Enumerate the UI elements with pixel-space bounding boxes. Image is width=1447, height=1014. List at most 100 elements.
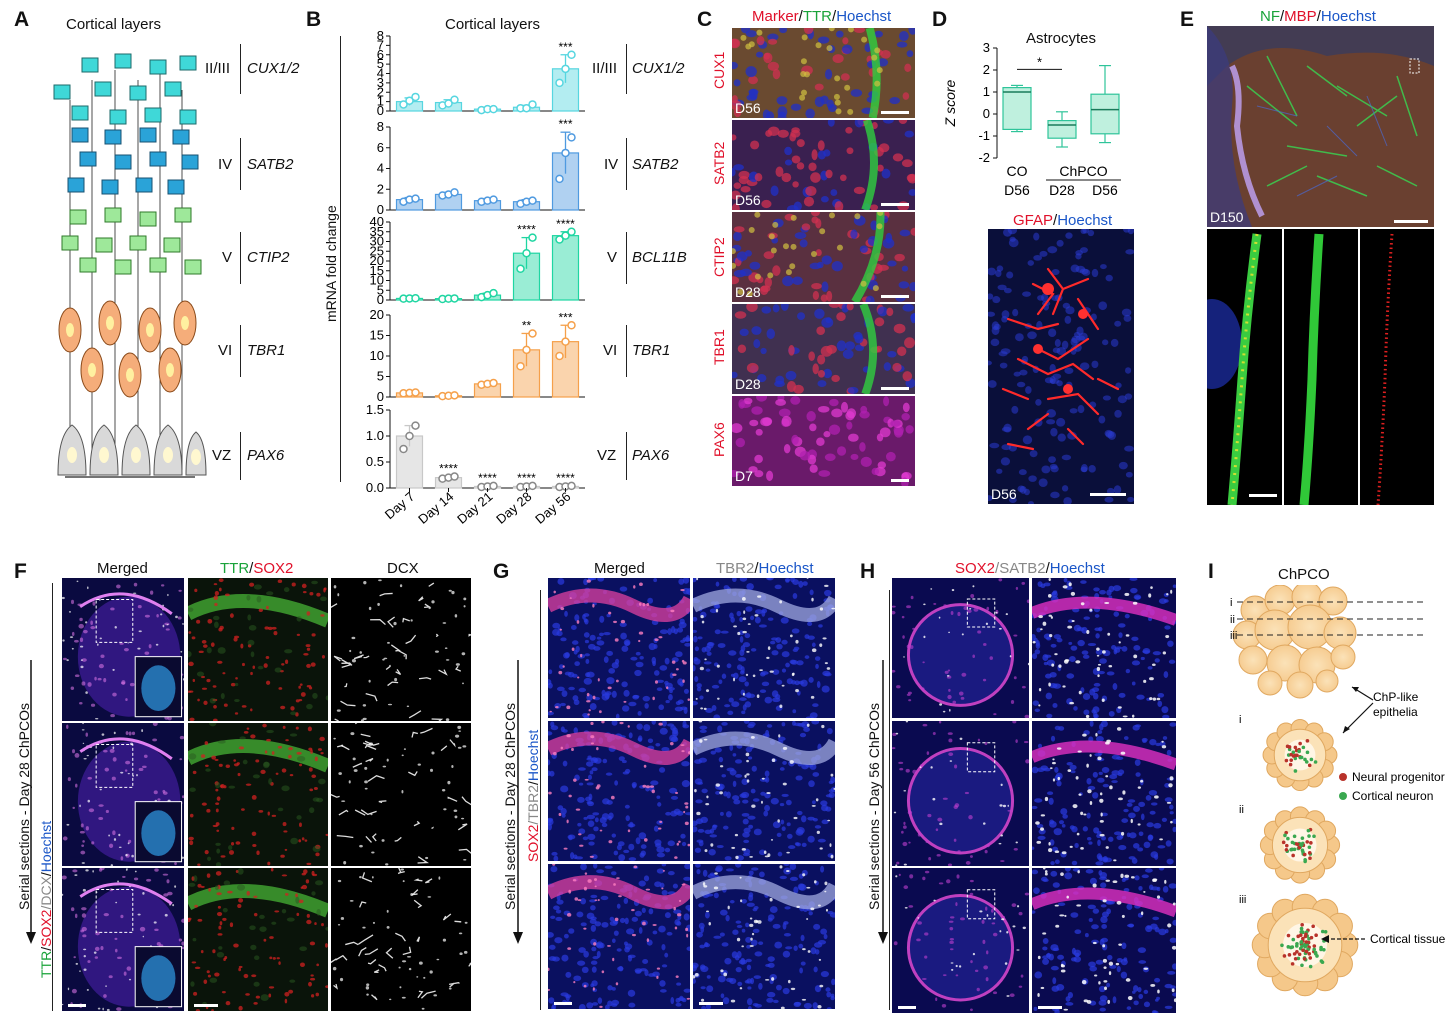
micrograph-ctip2: D28: [732, 212, 915, 302]
data-point: [399, 444, 408, 454]
h-micrograph-r2-c2: [1032, 721, 1176, 866]
data-point: [411, 421, 420, 430]
y-tick-label: 3: [377, 75, 384, 90]
layer-label: IV: [218, 156, 233, 173]
panel-letter-g: G: [493, 560, 510, 583]
y-tick-label: 15: [370, 328, 384, 343]
data-point: [399, 100, 408, 109]
y-tick-label: 5: [377, 369, 384, 384]
panel-b-ylabel: mRNA fold change: [323, 205, 339, 322]
down-arrow-icon: [878, 660, 888, 944]
slash: /: [832, 8, 837, 25]
significance-label: ***: [558, 40, 572, 54]
g-micrograph-r2-c1: [548, 721, 690, 861]
chpco-schematic: i ii iii ChP-like epithelia i ii iii Neu…: [1230, 585, 1446, 997]
side-stain-label: SOX2/TBR2/Hoechst: [525, 730, 541, 862]
data-point: [405, 431, 414, 441]
data-point: [555, 174, 564, 184]
gene-name: PAX6: [632, 447, 670, 464]
axon-nf: [1284, 229, 1358, 505]
subplot-pax6: 0.0 0.5 1.0 1.5 **** **** **** ****: [366, 402, 585, 495]
level-label: ii: [1239, 804, 1244, 816]
g-micrograph-r3-c2: [693, 864, 835, 1009]
significance-label: *: [1037, 54, 1042, 69]
f-micrograph-r3-c1: [62, 868, 184, 1011]
scale-bar: [68, 1004, 86, 1007]
layer-divider: [240, 44, 241, 94]
schematic-title: ChPCO: [1278, 566, 1330, 583]
data-point: [567, 50, 576, 59]
subplot-satb2: 0 2 4 6 8 ***: [377, 117, 585, 217]
y-tick-label: 0: [983, 106, 990, 121]
section-divider-bar: [889, 590, 890, 1010]
scale-bar: [554, 1002, 572, 1005]
data-point: [411, 293, 420, 303]
panel-c-title: Marker/TTR/Hoechst: [752, 8, 891, 25]
stain-marker: Marker: [752, 8, 799, 25]
gene-divider: [626, 432, 627, 480]
data-point: [444, 99, 453, 108]
col-header-tbr2: TBR2/Hoechst: [716, 560, 814, 577]
data-point: [522, 248, 531, 258]
data-point: [567, 227, 576, 236]
day-tag: D56: [735, 100, 761, 116]
f-micrograph-r1-c3: [331, 578, 471, 721]
y-tick-label: 40: [370, 214, 384, 229]
y-tick-label: 35: [370, 224, 384, 239]
data-point: [489, 288, 498, 298]
layer-gene: TBR1: [247, 342, 286, 359]
level-label: iii: [1230, 630, 1237, 642]
data-point: [528, 196, 537, 205]
scale-bar: [898, 1006, 916, 1009]
data-point: [411, 92, 420, 102]
level-label: i: [1239, 714, 1241, 726]
axon-mbp: [1360, 229, 1434, 505]
panel-b-title: Cortical layers: [445, 16, 541, 33]
x-tick-label: Day 28: [493, 489, 534, 527]
panel-letter-i: I: [1208, 560, 1214, 583]
down-arrow-icon: [26, 660, 36, 944]
axon-merged: [1207, 229, 1282, 505]
data-point: [489, 104, 498, 114]
y-tick-label: 1: [983, 84, 990, 99]
f-micrograph-r2-c2: [188, 723, 328, 866]
slash: /: [798, 8, 803, 25]
micrograph-pax6: D7: [732, 396, 915, 486]
day-tag: D150: [1210, 209, 1244, 225]
panel-b-ylabel-bar: [340, 36, 341, 482]
layer-gene: CUX1/2: [247, 60, 300, 77]
slash: /: [525, 820, 541, 825]
significance-label: ****: [439, 462, 458, 476]
data-point: [555, 235, 564, 244]
section-divider-bar: [52, 583, 53, 1011]
h-micrograph-r3-c1: [892, 868, 1029, 1013]
axon-nf-image: [1299, 233, 1324, 505]
data-point: [528, 233, 537, 242]
data-point: [450, 95, 459, 104]
cortical-tissue-label: Cortical tissue: [1370, 932, 1446, 946]
y-tick-label: 0.0: [366, 480, 384, 495]
scale-bar: [194, 1004, 218, 1007]
day-tag: D7: [735, 468, 753, 484]
data-point: [489, 378, 498, 388]
y-axis-label: Z score: [942, 79, 958, 127]
legend-progenitor: Neural progenitor: [1352, 770, 1445, 784]
stain: SOX2: [525, 824, 541, 862]
y-tick-label: 8: [377, 119, 384, 134]
stain: SOX2: [38, 909, 54, 947]
x-group-label: CO: [1007, 163, 1028, 179]
y-tick-label: 1.5: [366, 402, 384, 417]
gfap-image: [988, 229, 1134, 504]
panel-letter-b: B: [306, 8, 322, 31]
col-header-sox2-satb2: SOX2/SATB2/Hoechst: [955, 560, 1105, 577]
micrograph-tbr1: D28: [732, 304, 915, 394]
slash: /: [1280, 8, 1285, 25]
slash: /: [38, 946, 54, 951]
data-point: [516, 362, 525, 371]
significance-label: ****: [478, 471, 497, 485]
panel-e-title: NF/MBP/Hoechst: [1260, 8, 1376, 25]
y-tick-label: 3: [983, 40, 990, 55]
day-tag: D28: [735, 376, 761, 392]
